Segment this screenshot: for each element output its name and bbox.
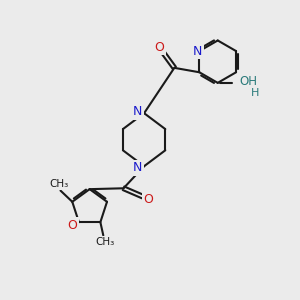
Text: CH₃: CH₃ xyxy=(95,237,114,247)
Text: N: N xyxy=(133,161,142,174)
Text: O: O xyxy=(143,193,153,206)
Text: N: N xyxy=(133,105,142,118)
Text: O: O xyxy=(68,219,77,232)
Text: H: H xyxy=(251,88,259,98)
Text: N: N xyxy=(193,45,203,58)
Text: OH: OH xyxy=(239,75,257,88)
Text: CH₃: CH₃ xyxy=(50,179,69,189)
Text: O: O xyxy=(155,41,164,54)
